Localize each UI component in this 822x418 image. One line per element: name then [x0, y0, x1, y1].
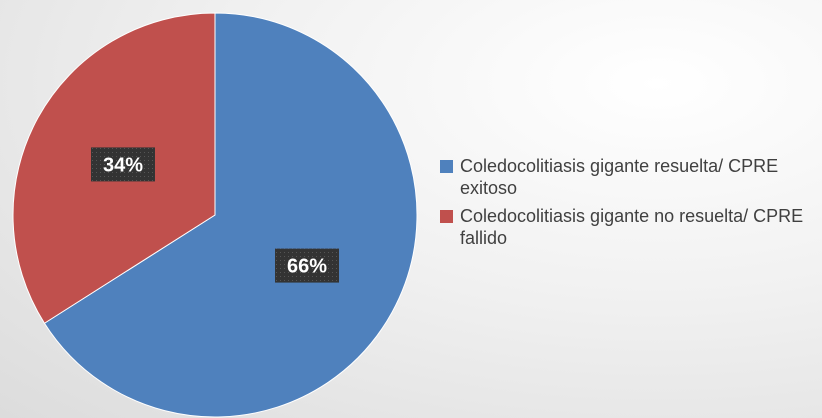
- pie-slice: [43, 12, 418, 418]
- legend-label: Coledocolitiasis gigante resuelta/ CPRE …: [460, 156, 779, 198]
- data-label: 34%: [90, 147, 155, 182]
- legend-swatch: [440, 160, 453, 173]
- legend-swatch: [440, 210, 453, 223]
- legend-label: Coledocolitiasis gigante no resuelta/ CP…: [460, 206, 804, 248]
- data-label-text: 34%: [103, 154, 143, 176]
- data-label-box: [90, 147, 155, 182]
- data-label: 66%: [275, 248, 340, 283]
- legend-entry: Coledocolitiasis gigante no resuelta/ CP…: [440, 205, 820, 249]
- data-label-box: [275, 248, 340, 283]
- data-label-text: 66%: [287, 256, 327, 278]
- legend-entry: Coledocolitiasis gigante resuelta/ CPRE …: [440, 155, 820, 199]
